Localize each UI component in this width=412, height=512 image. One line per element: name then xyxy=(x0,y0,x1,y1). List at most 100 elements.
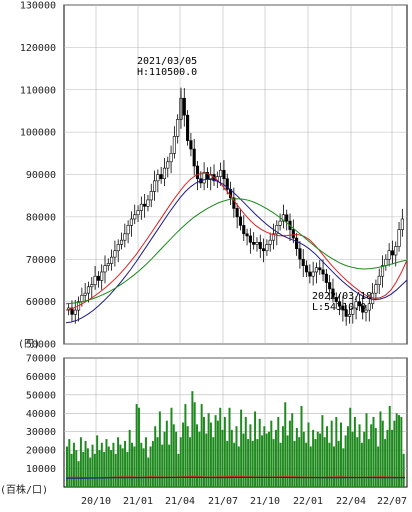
volume-bar xyxy=(360,442,363,487)
volume-bar xyxy=(295,428,298,487)
date-tick-label: 21/10 xyxy=(250,496,280,507)
volume-bar xyxy=(212,437,215,487)
volume-bar xyxy=(175,431,178,487)
volume-bar xyxy=(353,416,356,487)
volume-bar xyxy=(388,405,391,487)
price-tick-label: 60000 xyxy=(26,297,56,308)
candle-body xyxy=(133,214,137,220)
price-tick-label: 70000 xyxy=(26,255,56,266)
date-tick-label: 22/07 xyxy=(377,496,407,507)
volume-bar xyxy=(230,429,233,487)
candle-body xyxy=(189,140,193,150)
volume-bar xyxy=(277,416,280,487)
date-tick-label: 21/07 xyxy=(208,496,238,507)
candle-body xyxy=(351,307,355,315)
candle-body xyxy=(139,203,143,211)
candle-body xyxy=(192,148,196,167)
candle-body xyxy=(146,199,150,207)
volume-bar xyxy=(142,448,145,487)
volume-bar xyxy=(182,422,185,487)
volume-bar xyxy=(339,422,342,487)
volume-bar xyxy=(346,426,349,487)
volume-bar xyxy=(398,415,401,487)
candle-body xyxy=(116,244,120,252)
volume-bar xyxy=(284,402,287,487)
volume-bar xyxy=(351,431,354,487)
candle-body xyxy=(225,178,229,190)
price-tick-label: 50000 xyxy=(26,340,56,351)
volume-bar xyxy=(128,429,131,487)
volume-bar xyxy=(335,416,338,487)
candle-body xyxy=(308,271,312,277)
volume-bar xyxy=(72,442,75,487)
candle-body xyxy=(304,265,309,273)
volume-tick-label: 30000 xyxy=(26,427,56,438)
volume-bar xyxy=(82,451,85,487)
volume-bar xyxy=(337,440,340,487)
volume-bar xyxy=(147,457,150,487)
volume-bar xyxy=(135,404,138,487)
volume-bar xyxy=(96,435,99,487)
candle-body xyxy=(397,229,401,247)
volume-bar xyxy=(372,416,375,487)
volume-bar xyxy=(314,439,317,487)
volume-bar xyxy=(144,437,147,487)
volume-bar xyxy=(105,439,108,487)
volume-bar xyxy=(121,448,124,487)
volume-bar xyxy=(247,439,250,487)
volume-bar xyxy=(270,420,273,487)
volume-bar xyxy=(75,450,78,487)
volume-bar xyxy=(293,440,296,487)
candle-body xyxy=(209,174,213,180)
volume-bar xyxy=(374,428,377,487)
volume-bar xyxy=(298,437,301,487)
candle-body xyxy=(321,269,325,275)
volume-moving-averages xyxy=(65,475,406,479)
candle-body xyxy=(143,203,147,207)
price-ma-line xyxy=(65,172,408,311)
volume-bar xyxy=(117,437,120,487)
candle-body xyxy=(258,242,262,249)
volume-bar xyxy=(207,413,210,487)
volume-tick-label: 10000 xyxy=(26,464,56,475)
candle-body xyxy=(238,216,243,226)
candle-body xyxy=(169,153,173,163)
volume-ma-line xyxy=(65,475,406,479)
volume-tick-label: 40000 xyxy=(26,409,56,420)
candle-body xyxy=(103,265,107,273)
candle-body xyxy=(311,271,315,277)
volume-bar xyxy=(356,437,359,487)
volume-bar xyxy=(240,409,243,487)
volume-bar xyxy=(191,391,194,487)
volume-bar xyxy=(300,405,303,487)
candle-body xyxy=(364,309,368,313)
price-ma-line xyxy=(65,198,408,305)
candle-body xyxy=(100,271,104,281)
volume-bar xyxy=(149,446,152,487)
low-label: L:54310.0 xyxy=(312,302,366,313)
volume-bar xyxy=(126,451,129,487)
volume-bar xyxy=(395,413,398,487)
candle-body xyxy=(202,172,206,184)
candle-body xyxy=(281,214,285,222)
volume-bar xyxy=(244,416,247,487)
volume-bar xyxy=(68,439,71,487)
volume-bar xyxy=(193,402,196,487)
volume-bar xyxy=(379,411,382,487)
volume-bar xyxy=(286,435,289,487)
date-tick-label: 21/01 xyxy=(123,496,153,507)
candle-body xyxy=(162,167,167,180)
high-annotation: 2021/03/05 H:110500.0 xyxy=(137,56,197,78)
candle-body xyxy=(374,284,378,294)
volume-bar xyxy=(268,431,270,487)
low-annotation: 2022/03/18 L:54310.0 xyxy=(312,291,372,313)
volume-bar xyxy=(179,437,182,487)
candle-body xyxy=(205,172,209,180)
volume-bar xyxy=(237,446,240,487)
volume-bar xyxy=(177,453,180,487)
volume-bar xyxy=(84,440,87,487)
volume-bar xyxy=(66,446,68,487)
volume-bar xyxy=(103,451,106,487)
volume-bar xyxy=(168,444,171,487)
